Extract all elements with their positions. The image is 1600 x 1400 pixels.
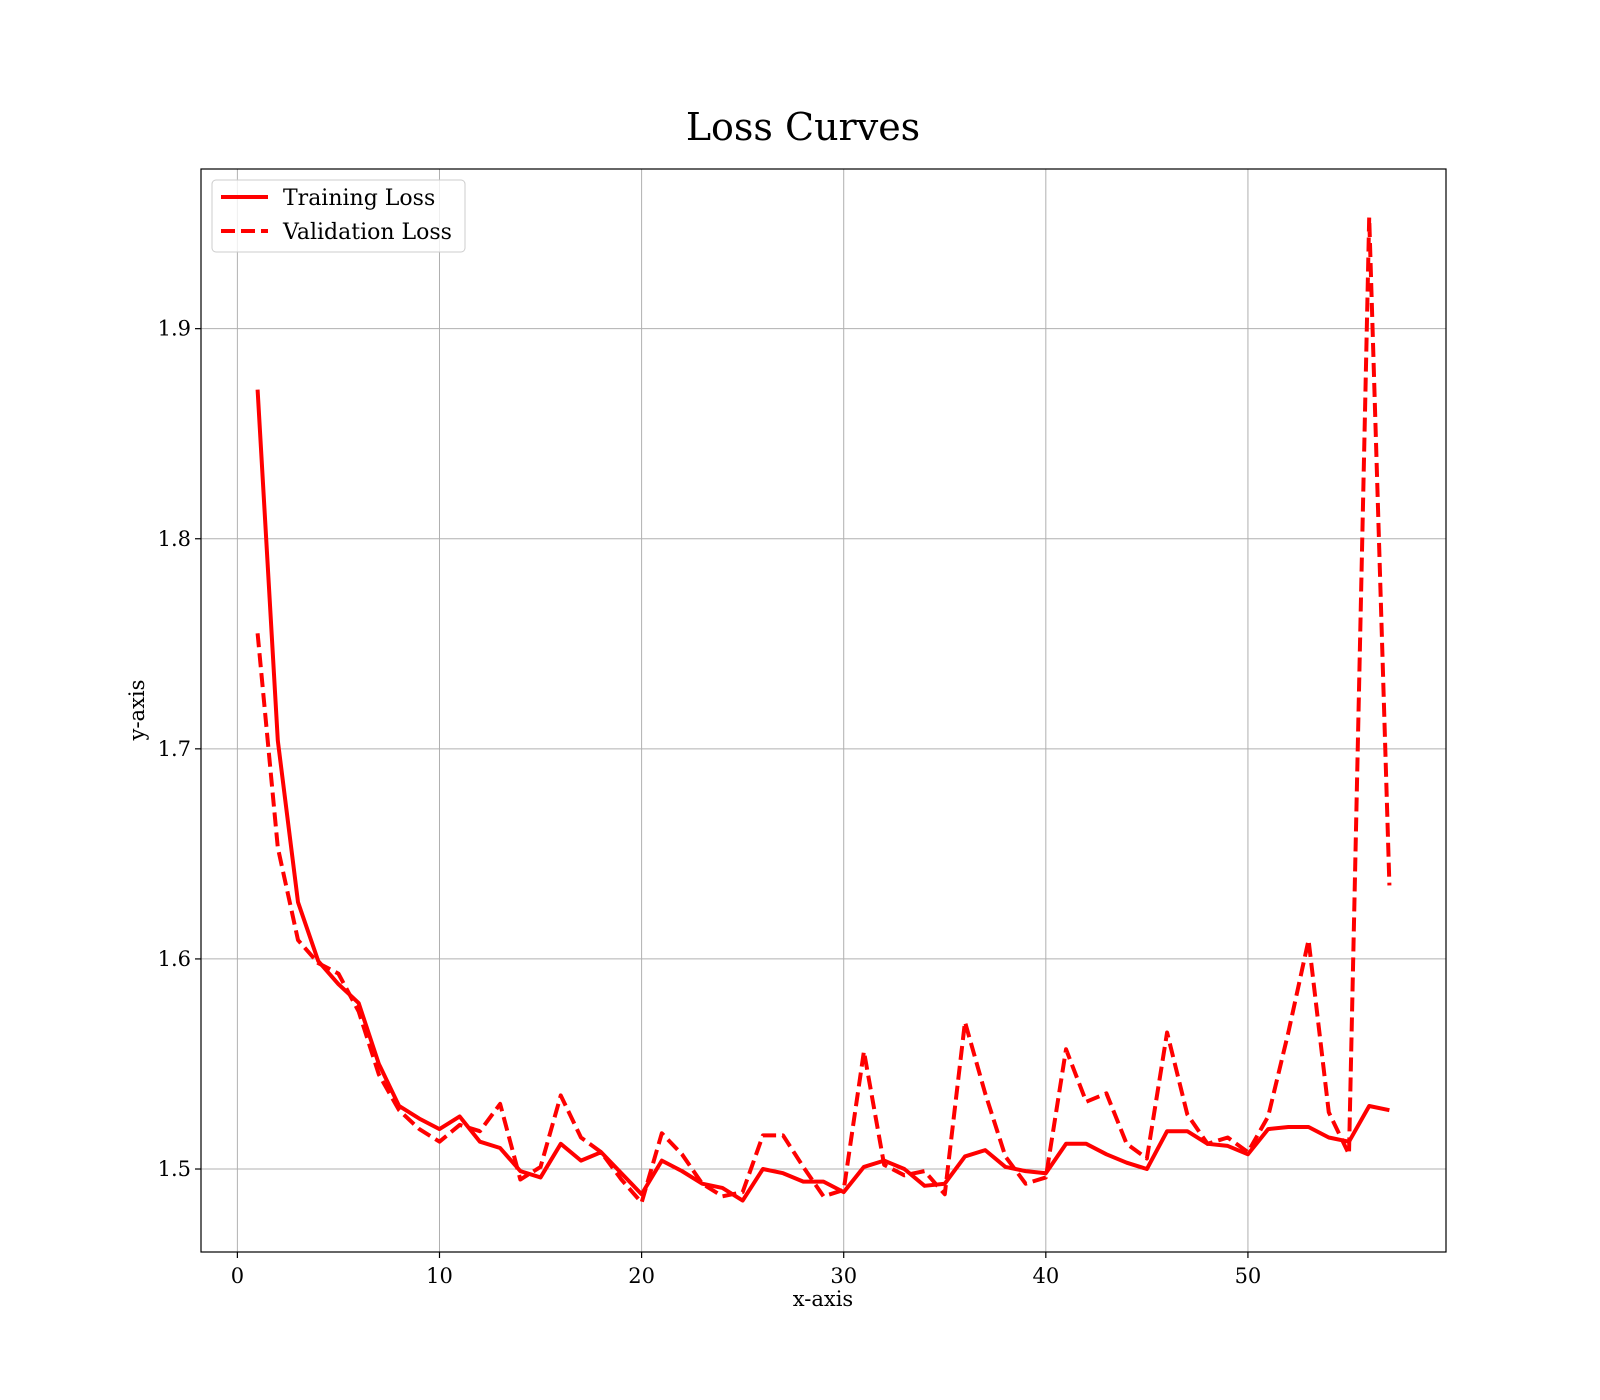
y-tick-label: 1.9 [158, 317, 191, 341]
y-tick-label: 1.6 [158, 947, 191, 971]
x-tick-label: 20 [628, 1264, 655, 1288]
x-tick-label: 30 [830, 1264, 857, 1288]
y-tick-label: 1.7 [158, 737, 191, 761]
series-line-validation-loss [255, 215, 1392, 1205]
x-tick-label: 50 [1235, 1264, 1262, 1288]
x-axis-label: x-axis [793, 1287, 853, 1311]
y-axis-label: y-axis [125, 680, 149, 742]
series-line-training-loss [255, 389, 1390, 1203]
legend: Training Loss Validation Loss [211, 179, 466, 253]
x-tick-label: 10 [426, 1264, 453, 1288]
legend-label-training-loss: Training Loss [283, 186, 435, 211]
x-tick-label: 0 [231, 1264, 244, 1288]
plot-frame [200, 168, 1447, 1253]
x-tick-label: 40 [1032, 1264, 1059, 1288]
chart-title: Loss Curves [686, 105, 920, 149]
legend-box [211, 179, 466, 253]
y-tick-label: 1.8 [158, 527, 191, 551]
axis-ticks: 0 10 20 30 40 50 1.5 1.6 1.7 1.8 1.9 [158, 317, 1262, 1288]
legend-label-validation-loss: Validation Loss [282, 220, 452, 245]
y-tick-label: 1.5 [158, 1157, 191, 1181]
grid-lines [201, 169, 1446, 1252]
series-layer [255, 215, 1392, 1205]
